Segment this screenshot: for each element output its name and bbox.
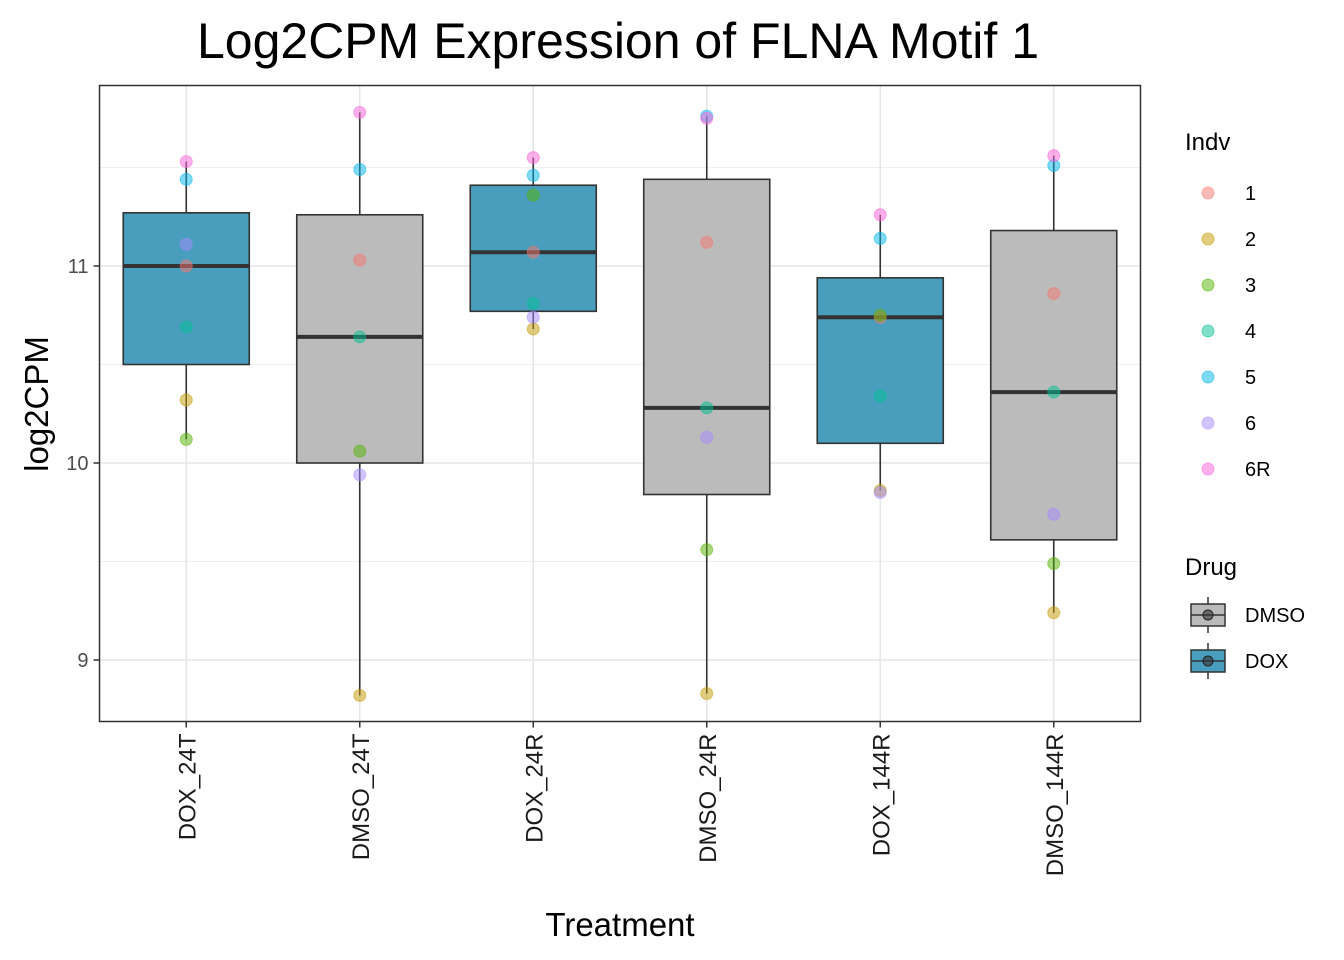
x-axis: DOX_24T DMSO_24T DOX_24R DMSO_24R DOX_144R DM… xyxy=(174,721,1069,877)
point-indv-3 xyxy=(353,444,367,458)
point-indv-2 xyxy=(700,686,714,700)
point-indv-3 xyxy=(179,432,193,446)
x-tick-label: DOX_24T xyxy=(174,733,201,840)
point-indv-6R xyxy=(353,105,367,119)
legend-indv: Indv 1 2 3 4 5 6 6R xyxy=(1185,129,1271,481)
point-indv-6R xyxy=(1047,149,1061,163)
point-indv-2 xyxy=(353,688,367,702)
box-body xyxy=(816,277,945,445)
x-tick-label: DMSO_144R xyxy=(1042,734,1069,877)
legend-drug-key xyxy=(1190,643,1226,679)
legend-indv-title: Indv xyxy=(1185,129,1230,156)
point-indv-6 xyxy=(526,310,540,324)
legend-indv-key xyxy=(1201,462,1215,476)
legend-indv-label: 4 xyxy=(1245,321,1256,343)
legend-drug-label: DMSO xyxy=(1245,605,1305,627)
chart-title: Log2CPM Expression of FLNA Motif 1 xyxy=(197,13,1039,69)
point-indv-3 xyxy=(526,188,540,202)
box-body xyxy=(642,178,771,496)
point-indv-3 xyxy=(873,308,887,322)
point-indv-6 xyxy=(1047,507,1061,521)
panel-border xyxy=(98,84,1142,723)
legend-indv-key xyxy=(1201,324,1215,338)
box-body xyxy=(122,212,251,366)
point-indv-5 xyxy=(526,168,540,182)
point-indv-4 xyxy=(873,389,887,403)
point-indv-5 xyxy=(179,172,193,186)
point-indv-6 xyxy=(353,468,367,482)
legend-indv-label: 1 xyxy=(1245,183,1256,205)
y-tick-label: 10 xyxy=(66,453,88,475)
legend-indv-key xyxy=(1201,370,1215,384)
point-indv-4 xyxy=(700,401,714,415)
point-indv-1 xyxy=(179,259,193,273)
point-indv-6R xyxy=(179,155,193,169)
box-DOX_24T xyxy=(122,161,251,440)
legend-indv-label: 6R xyxy=(1245,459,1271,481)
point-indv-5 xyxy=(873,231,887,245)
box-DMSO_144R xyxy=(989,155,1118,613)
point-indv-6 xyxy=(179,237,193,251)
legend-indv-label: 3 xyxy=(1245,275,1256,297)
box-DOX_144R xyxy=(816,214,945,491)
points-layer xyxy=(179,105,1061,702)
point-indv-4 xyxy=(1047,385,1061,399)
point-indv-6R xyxy=(873,208,887,222)
legend-indv-label: 2 xyxy=(1245,229,1256,251)
box-body xyxy=(989,229,1118,541)
y-tick-label: 9 xyxy=(77,650,88,672)
legend-drug-key xyxy=(1190,597,1226,633)
x-tick-label: DMSO_24R xyxy=(695,734,722,863)
x-axis-title: Treatment xyxy=(545,906,694,943)
legend-key-point xyxy=(1202,655,1214,667)
legend-drug-title: Drug xyxy=(1185,554,1237,581)
y-tick-label: 11 xyxy=(68,256,89,278)
point-indv-1 xyxy=(526,245,540,259)
point-indv-4 xyxy=(353,330,367,344)
legend-indv-label: 6 xyxy=(1245,413,1256,435)
point-indv-4 xyxy=(526,296,540,310)
point-indv-2 xyxy=(1047,606,1061,620)
legend-indv-key xyxy=(1201,186,1215,200)
point-indv-4 xyxy=(179,320,193,334)
point-indv-1 xyxy=(353,253,367,267)
legend-indv-key xyxy=(1201,416,1215,430)
legend-key-point xyxy=(1202,609,1214,621)
point-indv-6 xyxy=(700,430,714,444)
y-axis: 9 10 11 xyxy=(66,256,100,672)
legend-indv-label: 5 xyxy=(1245,367,1256,389)
grid xyxy=(99,85,1141,722)
point-indv-3 xyxy=(700,543,714,557)
point-indv-6 xyxy=(873,486,887,500)
point-indv-6R xyxy=(700,111,714,125)
x-tick-label: DOX_144R xyxy=(868,734,895,857)
y-axis-title: log2CPM xyxy=(18,336,55,472)
legend-indv-key xyxy=(1201,278,1215,292)
x-tick-label: DMSO_24T xyxy=(348,733,375,860)
point-indv-1 xyxy=(700,235,714,249)
point-indv-1 xyxy=(1047,287,1061,301)
point-indv-2 xyxy=(179,393,193,407)
box-DMSO_24T xyxy=(295,112,424,696)
point-indv-5 xyxy=(353,162,367,176)
point-indv-3 xyxy=(1047,556,1061,570)
legend-drug-label: DOX xyxy=(1245,651,1288,673)
boxes-layer xyxy=(122,112,1118,696)
point-indv-6R xyxy=(526,151,540,165)
legend-drug: Drug DMSO DOX xyxy=(1185,554,1305,679)
x-tick-label: DOX_24R xyxy=(521,734,548,843)
point-indv-2 xyxy=(526,322,540,336)
legend-indv-key xyxy=(1201,232,1215,246)
